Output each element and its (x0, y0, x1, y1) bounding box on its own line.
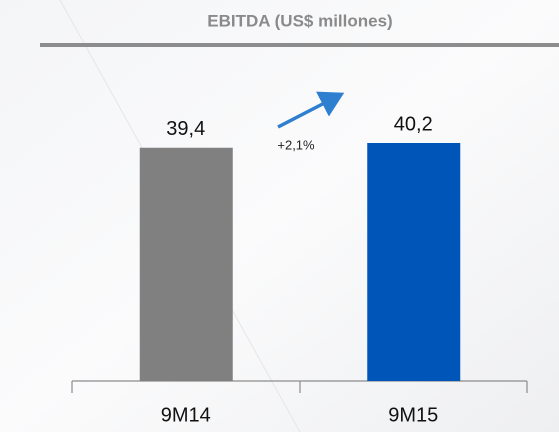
title-rule (40, 43, 559, 47)
value-label: 39,4 (166, 118, 205, 140)
annotation: +2,1% (277, 137, 315, 152)
value-label: 40,2 (394, 113, 433, 135)
x-tick-label: 9M14 (161, 404, 211, 426)
chart-title: EBITDA (US$ millones) (207, 11, 392, 30)
x-tick-label: 9M15 (388, 404, 438, 426)
bar (367, 143, 461, 381)
growth-arrow (277, 91, 345, 129)
bar (139, 147, 233, 381)
